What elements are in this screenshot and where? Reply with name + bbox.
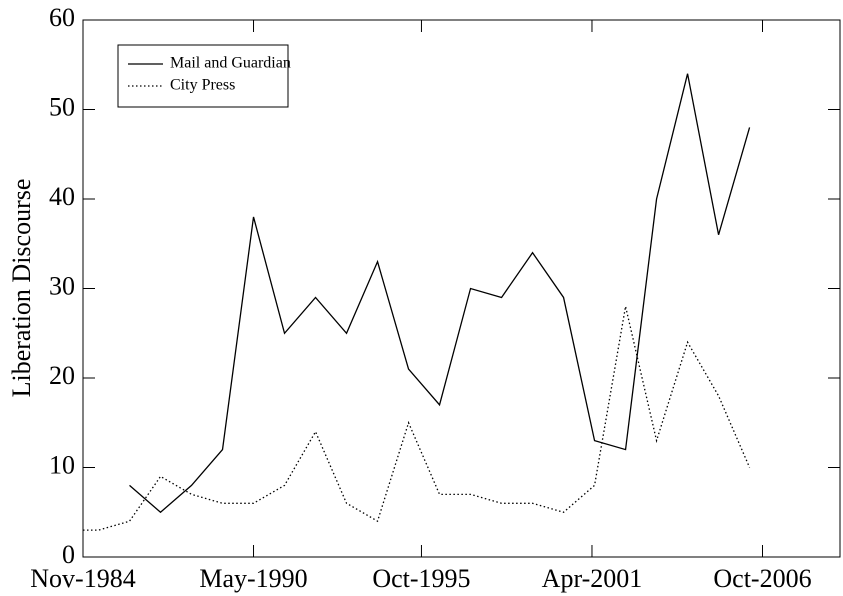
x-tick-label: Nov-1984 xyxy=(30,564,135,593)
legend-label: Mail and Guardian xyxy=(170,55,291,72)
series-line xyxy=(129,73,751,514)
y-axis-label: Liberation Discourse xyxy=(7,179,36,398)
legend-box xyxy=(117,44,289,108)
y-tick-label: 30 xyxy=(49,271,75,300)
legend-label: City Press xyxy=(170,77,235,94)
y-tick-label: 0 xyxy=(62,540,75,569)
x-tick-label: Oct-2006 xyxy=(713,564,811,593)
y-tick-label: 20 xyxy=(49,361,75,390)
x-tick-label: Apr-2001 xyxy=(542,564,643,593)
x-tick-label: May-1990 xyxy=(199,564,307,593)
y-tick-label: 10 xyxy=(49,450,75,479)
x-tick-label: Oct-1995 xyxy=(372,564,470,593)
y-tick-label: 60 xyxy=(49,3,75,32)
y-tick-label: 50 xyxy=(49,92,75,121)
y-tick-label: 40 xyxy=(49,182,75,211)
series-line xyxy=(83,306,751,531)
